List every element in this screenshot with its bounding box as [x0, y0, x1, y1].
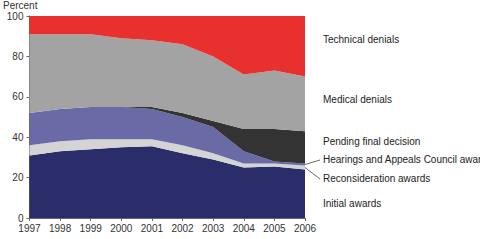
svg-text:0: 0	[17, 212, 24, 224]
svg-text:60: 60	[12, 91, 24, 102]
svg-text:2005: 2005	[263, 223, 286, 234]
svg-text:1999: 1999	[80, 223, 103, 234]
svg-text:1997: 1997	[18, 223, 41, 234]
svg-text:Initial awards: Initial awards	[323, 198, 381, 209]
svg-text:Pending final decision: Pending final decision	[323, 136, 420, 147]
svg-text:40: 40	[12, 132, 24, 143]
svg-text:2000: 2000	[110, 223, 133, 234]
svg-text:100: 100	[7, 11, 24, 22]
svg-text:20: 20	[12, 172, 24, 183]
svg-text:Reconsideration awards: Reconsideration awards	[323, 173, 430, 184]
svg-text:2006: 2006	[294, 223, 317, 234]
svg-text:2004: 2004	[233, 223, 256, 234]
svg-text:2001: 2001	[141, 223, 164, 234]
svg-text:80: 80	[12, 51, 24, 62]
svg-text:1998: 1998	[49, 223, 72, 234]
svg-text:Percent: Percent	[3, 0, 38, 11]
svg-text:Medical denials: Medical denials	[323, 94, 392, 105]
svg-text:Hearings and Appeals Council a: Hearings and Appeals Council awards	[323, 154, 480, 165]
svg-text:2003: 2003	[202, 223, 225, 234]
svg-text:Technical denials: Technical denials	[323, 34, 399, 45]
svg-text:2002: 2002	[171, 223, 194, 234]
